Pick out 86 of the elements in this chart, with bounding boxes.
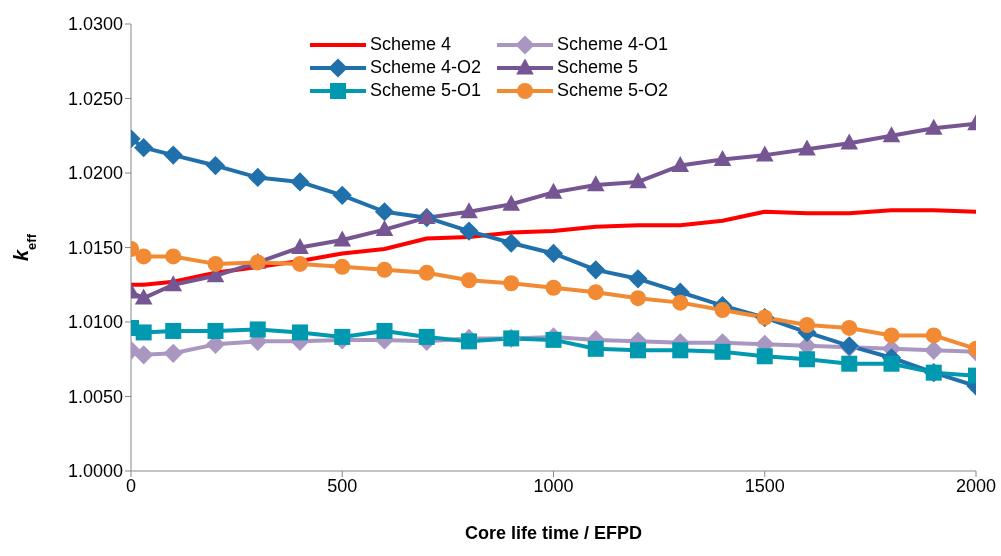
point [672,294,689,311]
point [163,343,183,363]
point [459,221,479,241]
legend-label: Scheme 5-O2 [557,80,669,101]
point [248,167,268,188]
point [882,126,901,143]
point [544,182,563,199]
point [334,258,351,275]
x-tick-label: 500 [327,475,358,496]
point [205,155,226,176]
point [332,185,352,205]
point [714,302,731,319]
point [798,139,816,156]
legend-label: Scheme 4 [370,34,452,55]
point [134,138,154,158]
point [545,279,562,296]
point [840,133,859,150]
point [672,342,689,359]
point [291,237,309,254]
point [461,272,477,289]
x-tick-label: 0 [125,475,137,496]
point [587,284,604,301]
point [135,248,152,265]
point [165,248,182,265]
y-tick-label: 1.0050 [67,386,123,407]
point [925,327,942,344]
y-tick-label: 1.0250 [67,88,123,109]
point [671,155,690,172]
legend-label: Scheme 5-O1 [370,80,482,101]
point [503,275,520,292]
x-axis-title: Core life time / EFPD [464,523,643,543]
point [163,145,183,165]
point [460,202,478,219]
point [629,172,647,189]
point [799,316,815,333]
y-tick-label: 1.0200 [67,163,123,184]
point [418,264,435,281]
point [628,269,648,289]
point [756,348,773,365]
point [924,118,943,135]
point [375,220,394,237]
point [333,230,352,247]
point [418,328,435,345]
legend-label: Scheme 4-O2 [370,57,482,78]
point [799,351,815,368]
point [207,255,224,272]
point [841,319,858,336]
point [543,243,564,264]
y-tick-label: 1.0300 [67,14,123,35]
point [164,275,183,292]
point [134,288,153,305]
point [334,328,351,345]
point [713,149,732,166]
point [376,261,393,278]
point [292,324,308,341]
y-tick-label: 1.0150 [67,237,123,258]
point [630,342,646,359]
point [630,290,646,307]
point [290,172,310,192]
point [883,327,900,344]
point [249,321,266,338]
x-tick-label: 1000 [533,475,574,496]
point [924,340,944,360]
point [207,322,224,339]
point [841,355,858,372]
point [586,260,606,280]
point [461,333,477,350]
y-tick-label: 1.0100 [67,312,123,333]
x-tick-label: 1500 [744,475,785,496]
point [714,343,731,360]
point [502,194,521,211]
point [587,340,604,357]
point [134,345,154,365]
point [755,145,774,162]
point [165,322,182,339]
point [883,355,900,372]
point [501,233,521,253]
legend-label: Scheme 4-O1 [557,34,669,55]
point [292,255,308,272]
point [374,202,395,222]
point [586,175,605,192]
point [135,324,152,341]
y-tick-label: 1.0000 [67,461,123,482]
x-tick-label: 2000 [955,475,997,496]
legend-label: Scheme 5 [557,57,639,78]
point [376,322,393,339]
